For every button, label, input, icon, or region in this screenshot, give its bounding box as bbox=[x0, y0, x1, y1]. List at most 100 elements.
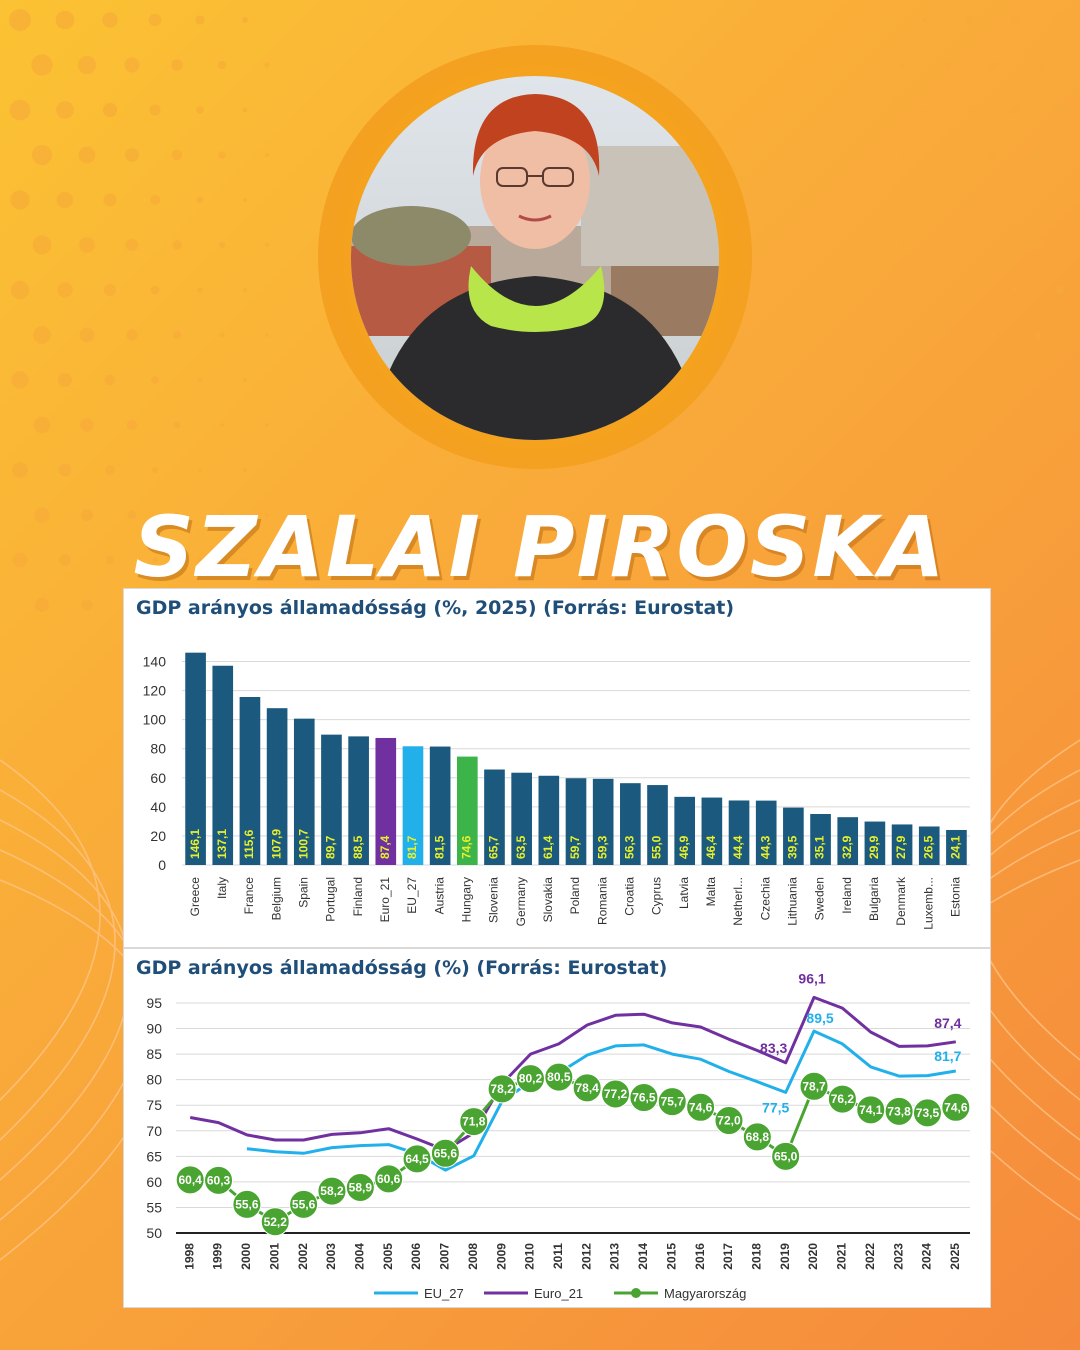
y-tick-label: 90 bbox=[146, 1021, 162, 1037]
x-tick-label: Luxemb... bbox=[921, 877, 935, 930]
data-label: 73,8 bbox=[887, 1104, 911, 1118]
hungary-marker bbox=[459, 1107, 489, 1137]
bar-value-label: 107,9 bbox=[269, 829, 283, 859]
x-tick-label: 2025 bbox=[948, 1243, 962, 1270]
x-tick-label: Italy bbox=[215, 877, 229, 899]
data-label: 78,2 bbox=[490, 1082, 514, 1096]
data-label: 73,5 bbox=[916, 1106, 940, 1120]
bar-germany bbox=[511, 772, 532, 865]
bar-portugal bbox=[321, 734, 342, 865]
bar-value-label: 65,7 bbox=[487, 835, 501, 859]
data-label: 52,2 bbox=[264, 1215, 288, 1229]
legend-label: Magyarország bbox=[664, 1286, 746, 1301]
data-label: 80,5 bbox=[547, 1070, 571, 1084]
bar-czechia bbox=[755, 800, 777, 865]
x-tick-label: Euro_21 bbox=[378, 877, 392, 923]
data-label: 80,2 bbox=[519, 1072, 543, 1086]
x-tick-label: Netherl... bbox=[731, 877, 745, 926]
bar-spain bbox=[293, 718, 315, 865]
x-tick-label: Sweden bbox=[813, 877, 827, 920]
bar-france bbox=[239, 696, 261, 865]
hungary-marker bbox=[771, 1141, 801, 1171]
x-tick-label: 2006 bbox=[409, 1243, 423, 1270]
y-tick-label: 50 bbox=[146, 1225, 162, 1241]
bar-value-label: 100,7 bbox=[296, 829, 310, 859]
bar-value-label: 35,1 bbox=[813, 835, 827, 859]
line-chart: 50 55 60 65 70 75 80 85 90 95 1998 1999 2000 2001 2002… bbox=[146, 970, 971, 1301]
x-tick-label: 2021 bbox=[835, 1243, 849, 1270]
x-tick-label: 2020 bbox=[806, 1243, 820, 1270]
bar-value-label: 89,7 bbox=[324, 835, 338, 859]
data-label: 76,5 bbox=[632, 1091, 656, 1105]
bar-value-label: 46,9 bbox=[677, 835, 691, 859]
y-tick-label: 140 bbox=[143, 654, 167, 670]
bar-slovenia bbox=[484, 769, 505, 865]
x-tick-label: Latvia bbox=[677, 877, 691, 909]
x-tick-label: 2019 bbox=[778, 1243, 792, 1270]
bar-hungary bbox=[456, 756, 478, 865]
bar-value-label: 55,0 bbox=[650, 835, 664, 859]
hungary-marker bbox=[572, 1073, 602, 1103]
x-tick-label: 2012 bbox=[579, 1243, 593, 1270]
x-tick-label: 2001 bbox=[267, 1243, 281, 1270]
bar-estonia bbox=[946, 829, 967, 865]
data-label: 76,2 bbox=[831, 1092, 855, 1106]
x-tick-label: 1998 bbox=[182, 1243, 196, 1270]
hungary-marker bbox=[260, 1207, 290, 1237]
data-label: 78,7 bbox=[802, 1079, 826, 1093]
x-tick-label: 2005 bbox=[381, 1243, 395, 1270]
y-tick-label: 75 bbox=[146, 1097, 162, 1113]
bar-netherl bbox=[728, 800, 750, 865]
data-label: 55,6 bbox=[292, 1197, 316, 1211]
hungary-marker bbox=[544, 1062, 574, 1092]
bar-greece bbox=[185, 652, 206, 865]
data-label: 96,1 bbox=[798, 970, 825, 986]
data-label: 65,0 bbox=[774, 1149, 798, 1163]
x-tick-label: 2017 bbox=[721, 1243, 735, 1270]
x-tick-label: Estonia bbox=[949, 877, 963, 917]
legend-label: EU_27 bbox=[424, 1286, 464, 1301]
x-tick-label: Slovenia bbox=[487, 877, 501, 923]
bar-value-label: 46,4 bbox=[704, 835, 718, 859]
data-label: 64,5 bbox=[405, 1152, 429, 1166]
bar-chart: 0 20 40 60 80 100 120 140 146,1 Greece 137,1 Italy 1… bbox=[143, 652, 970, 930]
data-label: 78,4 bbox=[575, 1081, 599, 1095]
data-label: 71,8 bbox=[462, 1115, 486, 1129]
bar-slovakia bbox=[538, 775, 560, 865]
bar-ireland bbox=[837, 817, 859, 865]
hungary-marker bbox=[374, 1164, 404, 1194]
data-label: 89,5 bbox=[806, 1010, 833, 1026]
series-line-eu27 bbox=[246, 1029, 957, 1172]
bar-value-label: 24,1 bbox=[949, 835, 963, 859]
x-tick-label: Romania bbox=[595, 877, 609, 925]
bar-luxemb bbox=[918, 826, 940, 865]
y-tick-label: 20 bbox=[150, 828, 166, 844]
hungary-marker bbox=[204, 1165, 234, 1195]
x-tick-label: EU_27 bbox=[405, 877, 419, 914]
data-label: 72,0 bbox=[717, 1114, 741, 1128]
hungary-marker bbox=[941, 1092, 971, 1122]
x-tick-label: 2008 bbox=[466, 1243, 480, 1270]
bar-croatia bbox=[620, 783, 641, 865]
bar-lithuania bbox=[783, 807, 804, 865]
x-tick-label: Greece bbox=[188, 877, 202, 917]
bar-italy bbox=[212, 665, 234, 865]
x-tick-label: Czechia bbox=[758, 877, 772, 921]
x-tick-label: 2022 bbox=[863, 1243, 877, 1270]
data-label: 60,6 bbox=[377, 1172, 401, 1186]
x-tick-label: 1999 bbox=[211, 1243, 225, 1270]
bar-value-label: 29,9 bbox=[867, 835, 881, 859]
x-tick-label: 2016 bbox=[693, 1243, 707, 1270]
x-tick-label: Croatia bbox=[623, 877, 637, 916]
data-label: 77,5 bbox=[762, 1099, 789, 1115]
hungary-marker bbox=[742, 1122, 772, 1152]
hungary-marker bbox=[317, 1176, 347, 1206]
x-tick-label: Cyprus bbox=[650, 877, 664, 915]
bar-chart-panel: GDP arányos államadósság (%, 2025) (Forr… bbox=[123, 588, 991, 948]
bar-finland bbox=[348, 736, 369, 865]
y-tick-label: 55 bbox=[146, 1199, 162, 1215]
data-label: 58,9 bbox=[349, 1181, 373, 1195]
bar-value-label: 61,4 bbox=[541, 835, 555, 859]
hungary-marker bbox=[629, 1083, 659, 1113]
x-tick-label: Malta bbox=[704, 877, 718, 907]
